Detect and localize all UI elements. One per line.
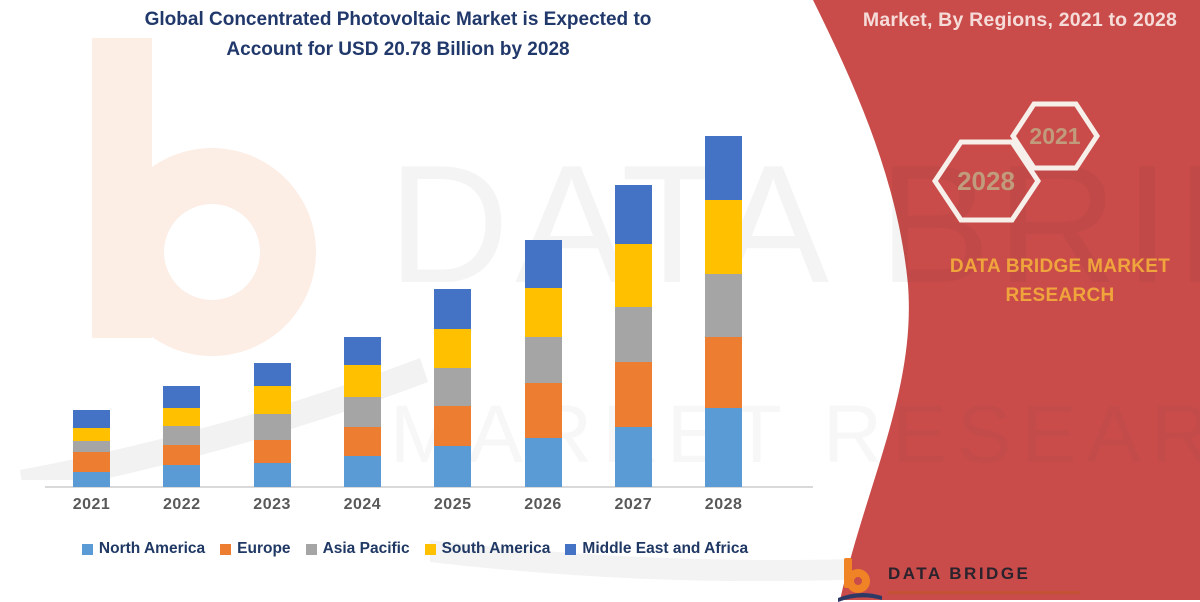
bar-segment-2022-north-america: [163, 465, 201, 487]
ribbon-brand-line1: DATA BRIDGE MARKET: [949, 256, 1171, 277]
dbmr-b-logo-icon: [838, 558, 882, 602]
legend-swatch-icon: [81, 543, 93, 555]
bar-segment-2026-asia-pacific: [524, 336, 562, 384]
chart-title: Global Concentrated Photovoltaic Market …: [58, 5, 738, 65]
bar-segment-2026-north-america: [524, 438, 562, 487]
bar-segment-2024-middle-east-and-africa: [343, 336, 381, 366]
legend-swatch-icon: [220, 543, 232, 555]
chart-title-line2: Account for USD 20.78 Billion by 2028: [226, 39, 570, 60]
bar-segment-2026-south-america: [524, 288, 562, 337]
bar-segment-2026-europe: [524, 383, 562, 438]
legend-label: South America: [441, 540, 551, 557]
legend-item-europe: Europe: [220, 540, 291, 558]
bar-segment-2023-middle-east-and-africa: [253, 362, 291, 387]
bar-segment-2021-middle-east-and-africa: [73, 410, 110, 428]
x-axis-label-2028: 2028: [704, 496, 743, 513]
gray-swoosh-icon: [430, 540, 950, 582]
dbmr-b-watermark-icon: [20, 38, 428, 480]
legend-item-middle-east-and-africa: Middle East and Africa: [565, 540, 748, 558]
legend-label: North America: [98, 540, 206, 557]
bar-segment-2028-south-america: [705, 199, 743, 275]
bar-segment-2021-asia-pacific: [73, 440, 110, 452]
bar-segment-2027-north-america: [614, 427, 652, 487]
chart-title-line1: Global Concentrated Photovoltaic Market …: [144, 9, 652, 30]
bar-segment-2022-middle-east-and-africa: [163, 385, 201, 408]
bar-segment-2025-south-america: [434, 329, 472, 368]
footer-logo-brand: DATA BRIDGE: [888, 564, 1031, 583]
hexagons-graphic: 2028 2021: [931, 101, 1100, 223]
stacked-bar-2028: [705, 135, 743, 487]
bar-segment-2022-europe: [163, 444, 201, 466]
x-axis-label-2022: 2022: [163, 496, 201, 513]
bar-segment-2025-middle-east-and-africa: [434, 289, 472, 330]
stacked-bar-2024: [343, 336, 381, 487]
bar-segment-2026-middle-east-and-africa: [524, 240, 562, 289]
bar-segment-2028-asia-pacific: [705, 274, 743, 337]
bar-segment-2024-asia-pacific: [343, 396, 381, 428]
legend-item-north-america: North America: [81, 540, 206, 558]
legend-label: Middle East and Africa: [582, 540, 749, 557]
ribbon-title: Market, By Regions, 2021 to 2028: [862, 9, 1178, 31]
bar-segment-2021-north-america: [73, 471, 110, 487]
legend-label: Europe: [237, 540, 291, 557]
bar-segment-2023-north-america: [253, 463, 291, 487]
bar-segment-2028-europe: [705, 336, 743, 409]
bar-segment-2024-north-america: [343, 455, 381, 487]
hexagon-2028-label: 2028: [957, 166, 1015, 196]
x-axis-label-2023: 2023: [253, 496, 291, 513]
hexagon-2021: 2021: [1010, 101, 1100, 171]
stacked-bar-2021: [73, 410, 110, 487]
chart-legend: North America Europe Asia Pacific South Ame…: [40, 540, 790, 558]
bar-segment-2023-europe: [253, 439, 291, 464]
ribbon-brand-line2: RESEARCH: [1005, 285, 1115, 306]
x-axis-label-2027: 2027: [614, 496, 653, 513]
bar-segment-2021-south-america: [73, 427, 110, 441]
bar-segment-2025-asia-pacific: [434, 367, 472, 406]
legend-item-south-america: South America: [424, 540, 551, 558]
bar-segment-2028-north-america: [705, 408, 743, 487]
bar-segment-2027-europe: [614, 361, 652, 428]
bar-segment-2027-south-america: [614, 243, 652, 308]
x-axis-label-2026: 2026: [524, 496, 562, 513]
bar-segment-2027-asia-pacific: [614, 307, 652, 362]
footer-logo-rule: [888, 591, 1080, 594]
stacked-bar-2022: [163, 385, 201, 487]
bar-segment-2021-europe: [73, 451, 110, 472]
x-axis-label-2021: 2021: [72, 496, 111, 513]
bar-segment-2022-south-america: [163, 407, 201, 427]
x-axis-label-2025: 2025: [433, 496, 472, 513]
bar-segment-2023-asia-pacific: [253, 414, 291, 440]
bar-segment-2025-europe: [434, 405, 472, 446]
stacked-bar-2026: [524, 240, 562, 487]
stacked-bar-2025: [434, 289, 472, 487]
legend-swatch-icon: [424, 543, 436, 555]
bar-segment-2024-europe: [343, 427, 381, 456]
bar-segment-2024-south-america: [343, 365, 381, 397]
ribbon-brand-text: DATA BRIDGE MARKET RESEARCH: [925, 252, 1195, 310]
stacked-bar-2027: [614, 185, 652, 487]
bar-segment-2027-middle-east-and-africa: [614, 185, 652, 244]
bar-segment-2028-middle-east-and-africa: [705, 135, 743, 200]
hexagon-2021-label: 2021: [1029, 123, 1080, 149]
legend-item-asia-pacific: Asia Pacific: [305, 540, 410, 558]
stacked-bar-2023: [253, 362, 291, 487]
bar-segment-2025-north-america: [434, 445, 472, 487]
legend-label: Asia Pacific: [322, 540, 410, 557]
legend-swatch-icon: [565, 543, 577, 555]
bar-segment-2023-south-america: [253, 386, 291, 415]
bar-segment-2022-asia-pacific: [163, 426, 201, 445]
footer-logo: DATA BRIDGE: [836, 554, 1156, 602]
legend-swatch-icon: [305, 543, 317, 555]
x-axis-line: [45, 486, 813, 488]
x-axis-label-2024: 2024: [343, 496, 382, 513]
hexagon-2028: 2028: [931, 139, 1042, 223]
